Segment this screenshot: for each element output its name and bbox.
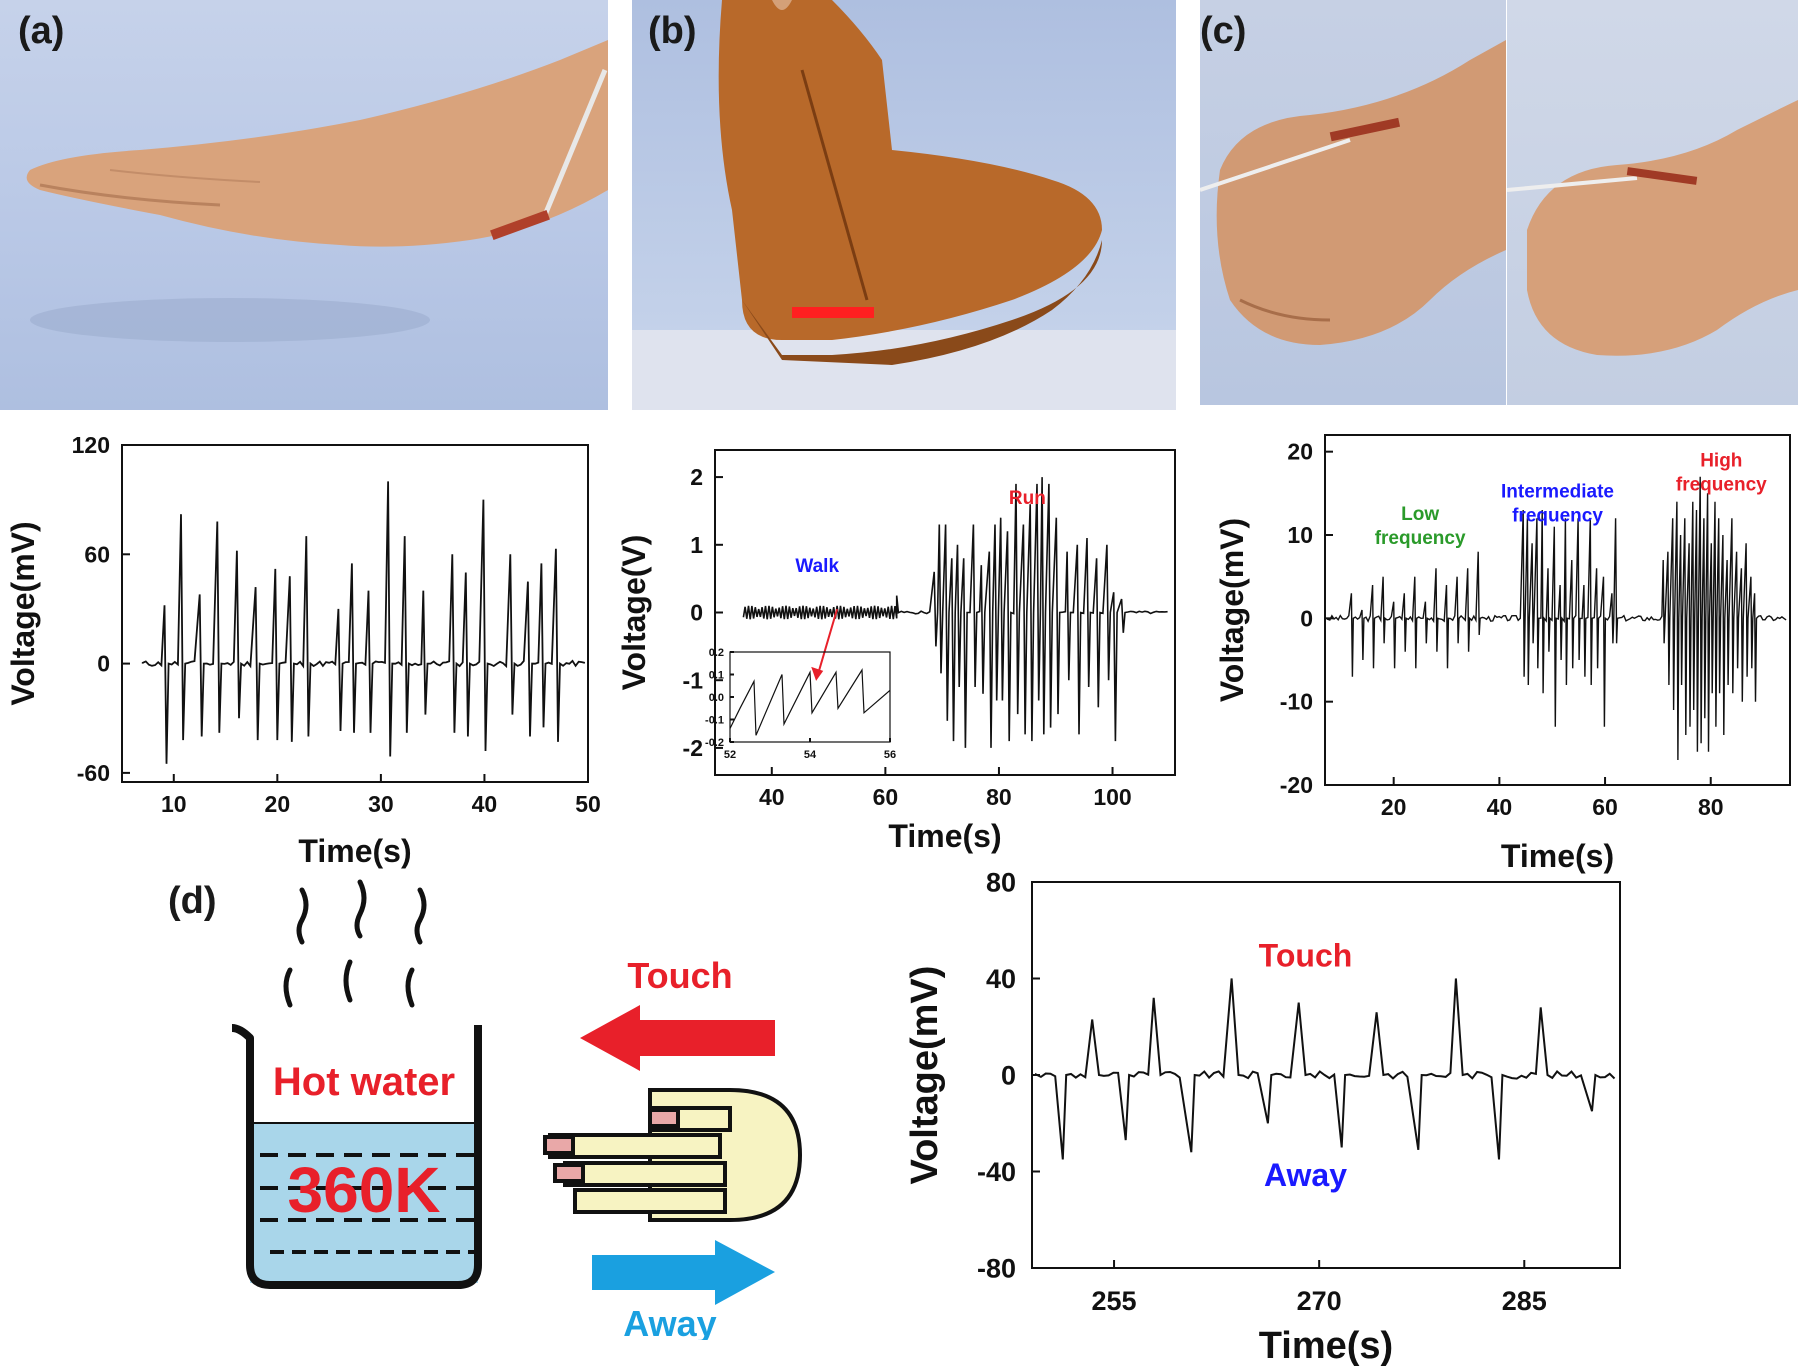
- y-tick-label: 0: [690, 600, 703, 626]
- y-tick-label: -0.1: [705, 714, 724, 726]
- x-tick-label: 80: [1698, 794, 1724, 820]
- y-tick-label: -40: [977, 1157, 1016, 1187]
- x-axis-label: Time(s): [1501, 838, 1614, 874]
- touch-arrow-icon: [580, 1005, 775, 1071]
- chart-b: 40 60 80 100 -2 -1 0 1 2 Time(s) Voltage(V) Walk Run…: [620, 449, 1176, 854]
- touch-annotation: Touch: [1259, 937, 1353, 973]
- y-tick-label: -60: [77, 760, 110, 786]
- frequency-annotation: Intermediate: [1501, 482, 1614, 503]
- y-tick-label: -0.2: [705, 737, 724, 749]
- temperature-label: 360K: [288, 1154, 441, 1226]
- y-tick-label: 120: [72, 432, 110, 458]
- boot-drawing: [632, 0, 1176, 410]
- y-tick-label: 20: [1287, 439, 1313, 465]
- y-tick-label: -10: [1280, 689, 1313, 715]
- y-tick-label: -1: [683, 667, 704, 693]
- schematic-d: Hot water 360K Touch Away: [231, 879, 803, 1340]
- y-axis-label: Voltage(mV): [5, 521, 41, 705]
- hot-water-label: Hot water: [273, 1060, 455, 1104]
- arrowhead-icon: [811, 666, 824, 681]
- x-tick-label: 100: [1093, 784, 1131, 810]
- y-tick-label: 0.0: [709, 692, 724, 704]
- fist-right-drawing: [1507, 100, 1798, 356]
- y-axis-label: Voltage(V): [620, 535, 652, 691]
- inset-series-line: [729, 668, 891, 736]
- x-tick-label: 270: [1297, 1286, 1342, 1316]
- x-tick-label: 30: [368, 791, 394, 817]
- frequency-annotation: High: [1700, 451, 1742, 472]
- y-tick-label: 80: [986, 867, 1016, 897]
- x-tick-label: 80: [986, 784, 1012, 810]
- frequency-annotation: frequency: [1375, 528, 1466, 549]
- x-tick-label: 56: [884, 749, 896, 761]
- panel-label-d: (d): [168, 880, 217, 922]
- run-label: Run: [1009, 488, 1046, 509]
- inset-pointer-arrow-icon: [816, 608, 839, 678]
- panel-label-a: (a): [18, 10, 65, 52]
- x-tick-label: 285: [1502, 1286, 1547, 1316]
- frequency-annotation: frequency: [1512, 506, 1603, 527]
- x-tick-label: 40: [472, 791, 498, 817]
- y-tick-label: 1: [690, 532, 703, 558]
- x-tick-label: 50: [575, 791, 600, 817]
- photo-hand-flat: [0, 0, 608, 410]
- chart-d: 255 270 285 -80 -40 0 40 80 Time(s) Voltage(mV) To…: [904, 867, 1621, 1366]
- y-tick-label: 0.1: [709, 669, 724, 681]
- y-axis-label: Voltage(mV): [904, 966, 946, 1185]
- y-tick-label: 40: [986, 964, 1016, 994]
- series-line: [141, 481, 586, 764]
- x-axis-label: Time(s): [1259, 1325, 1393, 1366]
- touch-label: Touch: [627, 955, 732, 996]
- x-tick-label: 60: [1592, 794, 1618, 820]
- x-tick-label: 20: [1381, 794, 1407, 820]
- away-label: Away: [623, 1303, 716, 1340]
- hand-flat-drawing: [26, 40, 608, 342]
- plot-frame: [1324, 434, 1791, 786]
- photo-fist-right: [1507, 0, 1798, 405]
- x-tick-label: 40: [759, 784, 785, 810]
- chart-c: 20 40 60 80 -20 -10 0 10 20 Time(s) Voltage(mV) Low…: [1214, 434, 1791, 874]
- x-axis-label: Time(s): [888, 818, 1001, 854]
- photo-boot: [632, 0, 1176, 410]
- plot-frame: [121, 444, 589, 783]
- inset-chart: 52 54 56 -0.2 -0.1 0.0 0.1 0.2: [705, 647, 896, 761]
- fist-left-drawing: [1200, 40, 1506, 345]
- y-axis-label: Voltage(mV): [1214, 518, 1250, 702]
- y-tick-label: 0: [97, 651, 110, 677]
- x-axis-label: Time(s): [298, 833, 411, 869]
- y-tick-label: -20: [1280, 772, 1313, 798]
- series-line: [1035, 978, 1616, 1160]
- y-tick-label: 0: [1001, 1060, 1016, 1090]
- x-tick-label: 255: [1092, 1286, 1137, 1316]
- steam-icon: [283, 879, 427, 1008]
- x-tick-label: 60: [873, 784, 899, 810]
- walk-label: Walk: [795, 556, 839, 577]
- x-tick-label: 54: [804, 749, 817, 761]
- y-tick-label: 10: [1287, 522, 1313, 548]
- panel-label-b: (b): [648, 10, 697, 52]
- panel-label-c: (c): [1200, 10, 1247, 52]
- frequency-annotation: frequency: [1676, 475, 1767, 496]
- x-tick-label: 52: [724, 749, 736, 761]
- x-tick-label: 10: [161, 791, 187, 817]
- chart-a: 10 20 30 40 50 -60 0 60 120 Time(s) Voltage(mV): [5, 432, 600, 869]
- series-line: [742, 477, 1168, 748]
- y-tick-label: 0: [1300, 605, 1313, 631]
- y-tick-label: 0.2: [709, 647, 724, 659]
- beaker-icon: [231, 1024, 482, 1289]
- y-tick-label: -80: [977, 1253, 1016, 1283]
- photo-fist-left: [1200, 0, 1506, 405]
- y-tick-label: 60: [84, 541, 110, 567]
- frequency-annotation: Low: [1401, 504, 1439, 525]
- away-arrow-icon: [592, 1240, 775, 1305]
- finger-hand-icon: [543, 1088, 803, 1222]
- y-tick-label: -2: [683, 735, 703, 761]
- series-line: [1326, 476, 1787, 761]
- x-tick-label: 40: [1487, 794, 1513, 820]
- x-tick-label: 20: [265, 791, 291, 817]
- away-annotation: Away: [1264, 1157, 1347, 1193]
- y-tick-label: 2: [690, 464, 703, 490]
